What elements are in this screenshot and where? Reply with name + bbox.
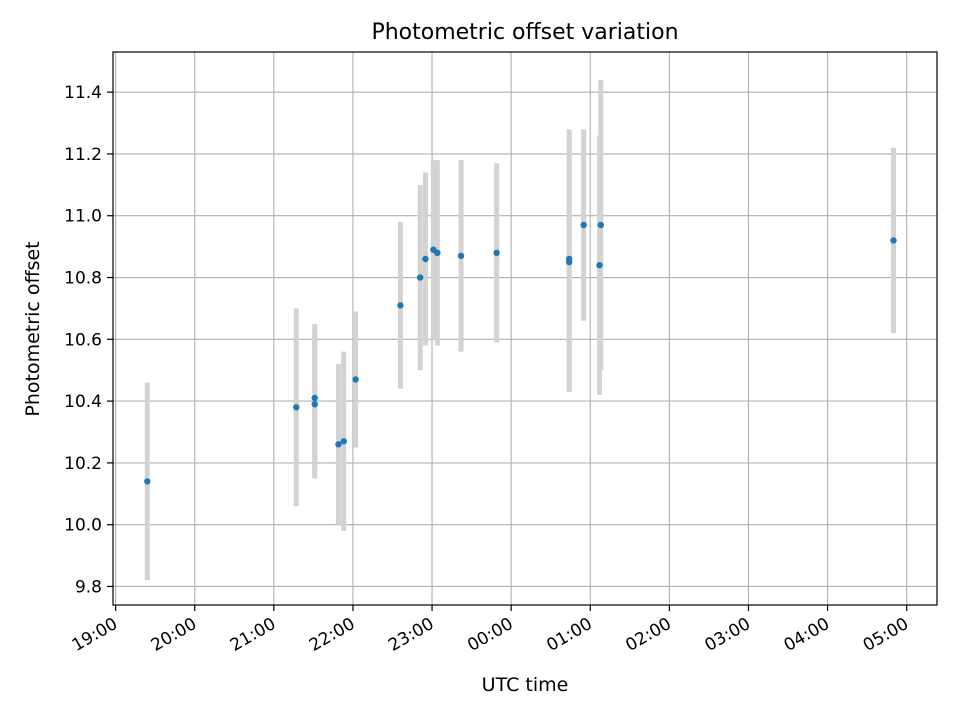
y-tick-label: 10.0	[64, 516, 102, 536]
plot-frame	[112, 51, 938, 606]
y-tick-label: 10.2	[64, 454, 102, 474]
data-point	[144, 478, 151, 485]
y-tick-label: 9.8	[75, 577, 102, 597]
y-tick-label: 11.2	[64, 145, 102, 165]
data-point	[311, 394, 318, 402]
y-axis-ticks: 9.8 10.0 10.2 10.4 10.6 10.8 11.0 11.2 11.4	[64, 83, 113, 597]
data-point	[580, 221, 587, 229]
data-point	[890, 237, 897, 244]
data-point	[596, 261, 603, 269]
data-point	[422, 255, 429, 263]
data-point	[352, 376, 359, 383]
y-tick-label: 11.4	[64, 83, 102, 103]
x-axis-label: UTC time	[482, 674, 569, 696]
data-point	[416, 274, 424, 281]
grid	[113, 52, 937, 605]
chart-title: Photometric offset variation	[371, 20, 678, 45]
data-point	[434, 249, 441, 257]
data-point	[397, 302, 404, 309]
data-points	[144, 221, 897, 485]
data-point	[493, 249, 500, 257]
data-point	[457, 252, 465, 260]
data-point	[293, 404, 300, 411]
y-tick-label: 10.6	[64, 330, 102, 350]
y-tick-label: 10.4	[64, 392, 102, 412]
data-point	[597, 221, 605, 229]
data-point	[335, 441, 342, 448]
data-point	[565, 258, 573, 266]
data-point	[340, 438, 347, 445]
y-tick-label: 11.0	[64, 207, 102, 227]
y-tick-label: 10.8	[64, 269, 102, 289]
y-axis-label: Photometric offset	[22, 241, 44, 416]
data-point	[311, 400, 318, 408]
